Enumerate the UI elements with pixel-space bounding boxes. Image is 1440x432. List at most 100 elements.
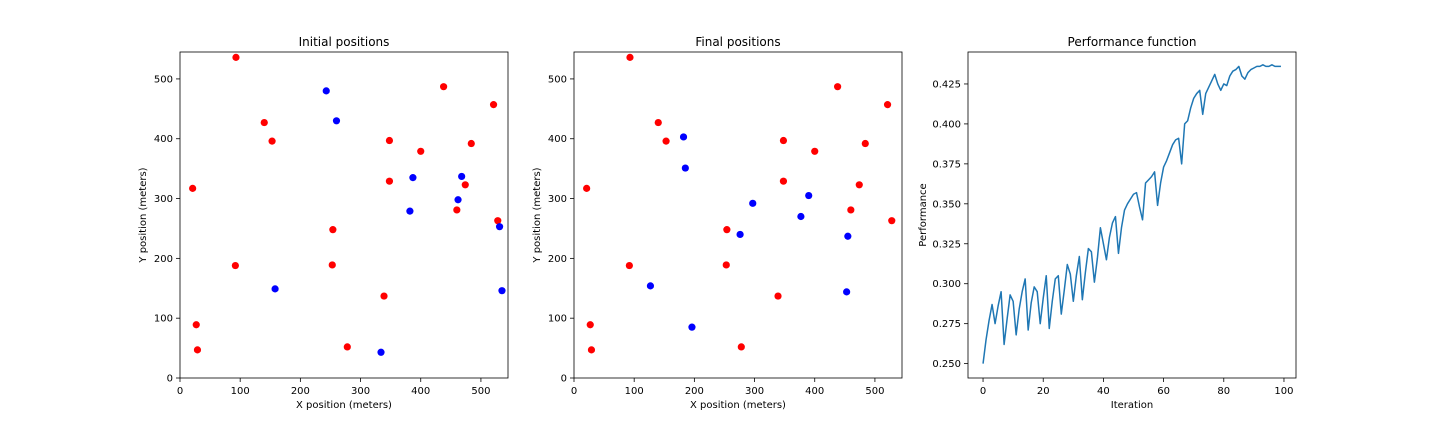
data-point [736,230,744,239]
plot-area [982,64,1281,364]
data-point [805,191,813,200]
data-point [489,101,498,109]
data-point [679,133,688,141]
data-point [231,261,239,270]
x-tick-label: 0 [571,386,577,397]
data-point [737,343,745,351]
chart-title: Performance function [1068,35,1197,49]
data-point [583,184,591,192]
data-point [681,164,689,172]
y-tick-label: 0.325 [932,239,961,250]
plot-area [583,53,896,354]
x-tick-label: 0 [177,386,183,397]
data-point [458,172,466,181]
chart-title: Initial positions [299,35,390,49]
data-point [626,53,634,61]
x-tick-label: 40 [1097,386,1110,397]
x-tick-label: 0 [980,386,986,397]
data-point [779,177,788,185]
chart-title: Final positions [695,35,780,49]
data-point [861,139,869,148]
data-point [723,226,731,234]
data-point [453,206,461,214]
data-point [343,343,351,351]
data-point [377,348,385,356]
data-point [847,206,855,214]
x-tick-label: 500 [865,386,884,397]
y-tick-label: 0.425 [932,79,961,90]
data-point [260,118,268,127]
x-tick-label: 20 [1037,386,1050,397]
data-point [189,184,197,192]
data-point [417,147,425,155]
data-point [494,217,502,225]
data-point [328,261,336,269]
data-point [662,137,670,145]
x-tick-label: 100 [625,386,644,397]
y-tick-label: 200 [548,254,567,265]
data-point [271,285,279,293]
data-point [855,181,863,189]
series-line [982,64,1281,364]
y-axis-label: Performance [918,183,929,246]
x-tick-label: 400 [411,386,430,397]
data-point [883,101,892,109]
x-tick-label: 400 [805,386,824,397]
y-tick-label: 400 [154,134,173,145]
y-axis-label: Y position (meters) [138,167,149,263]
plot-area [189,53,506,356]
y-axis-label: Y position (meters) [532,167,543,263]
data-point [380,292,388,300]
y-tick-label: 0.400 [932,119,961,130]
data-point [409,174,417,182]
data-point [232,53,240,61]
data-point [385,177,394,185]
x-axis-label: Iteration [1111,400,1153,411]
x-tick-label: 500 [471,386,490,397]
data-point [688,323,696,331]
data-point [385,136,394,145]
data-point [834,83,842,91]
y-tick-label: 100 [154,314,173,325]
chart-panel-2: Final positions 0 100 200 300 400 500 0 100 200 30… [532,35,903,411]
data-point [749,199,757,207]
x-tick-label: 100 [231,386,250,397]
data-point [461,181,469,189]
data-point [811,147,819,155]
y-tick-label: 0.350 [932,199,961,210]
data-point [268,137,276,145]
axes-frame [179,51,509,379]
y-tick-label: 0.375 [932,159,961,170]
data-point [722,261,730,269]
y-tick-label: 100 [548,314,567,325]
data-point [495,223,504,231]
x-tick-label: 100 [1274,386,1293,397]
data-point [654,118,662,127]
data-point [844,232,852,240]
y-tick-label: 0.300 [932,279,961,290]
data-point [406,207,414,215]
x-tick-label: 300 [351,386,370,397]
data-point [779,136,788,145]
y-tick-label: 300 [154,194,173,205]
x-tick-label: 200 [291,386,310,397]
x-axis-label: X position (meters) [690,400,786,411]
y-tick-label: 500 [154,74,173,85]
axes-frame [967,51,1297,379]
data-point [193,346,202,354]
x-tick-label: 300 [745,386,764,397]
data-point [843,288,851,296]
chart-panel-3: Performance function 0 20 40 60 80 100 0.250 0.2… [918,35,1297,411]
data-point [192,321,200,329]
data-point [888,217,896,225]
data-point [587,346,596,354]
data-point [332,117,341,125]
y-tick-label: 300 [548,194,567,205]
x-tick-label: 200 [685,386,704,397]
data-point [586,321,594,329]
x-tick-label: 60 [1157,386,1170,397]
data-point [322,87,330,95]
data-point [467,139,475,148]
y-tick-label: 0.275 [932,319,961,330]
